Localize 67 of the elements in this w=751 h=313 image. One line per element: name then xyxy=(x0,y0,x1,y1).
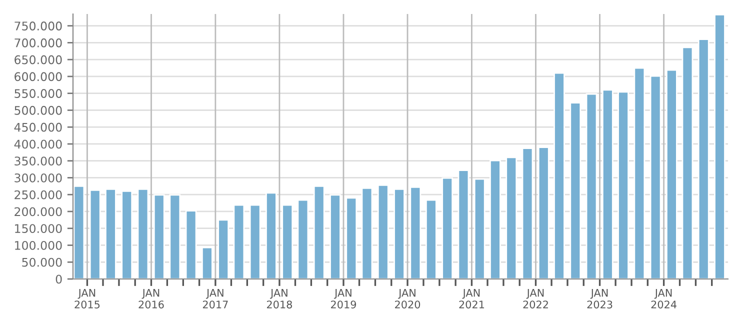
y-tick-label: 200.000 xyxy=(14,207,62,216)
x-tick-label: JAN 2022 xyxy=(523,289,548,308)
bar xyxy=(394,188,405,279)
bar xyxy=(714,14,726,279)
y-tick-label: 350.000 xyxy=(14,156,62,166)
bar xyxy=(185,210,197,279)
x-tick-label: JAN 2018 xyxy=(266,289,292,308)
bar xyxy=(554,72,565,279)
x-tick-label: JAN 2020 xyxy=(395,289,420,308)
x-tick-label: JAN 2017 xyxy=(202,289,228,308)
y-tick-label: 650.000 xyxy=(14,55,62,64)
bar xyxy=(377,184,389,279)
bar xyxy=(282,204,294,279)
bar xyxy=(330,194,341,279)
bar xyxy=(666,69,678,279)
bar xyxy=(233,204,245,279)
bar xyxy=(618,91,629,279)
bar xyxy=(137,188,149,279)
bar xyxy=(522,148,534,279)
x-tick-label: JAN 2016 xyxy=(138,289,164,308)
y-tick-label: 750.000 xyxy=(14,22,62,30)
bar xyxy=(89,190,101,279)
bar xyxy=(602,89,614,279)
y-tick-label: 400.000 xyxy=(14,140,62,149)
x-tick-label: JAN 2021 xyxy=(459,289,484,308)
y-tick-label: 150.000 xyxy=(15,224,62,234)
x-tick-label: JAN 2019 xyxy=(331,289,356,308)
bar xyxy=(506,156,518,279)
y-tick-label: 450.000 xyxy=(14,122,62,132)
x-tick-label: JAN 2015 xyxy=(74,289,100,308)
bar xyxy=(105,188,116,279)
bar xyxy=(538,146,550,279)
y-tick-label: 0 xyxy=(56,274,62,284)
bar xyxy=(169,194,181,279)
bar xyxy=(426,199,437,279)
bar xyxy=(634,67,646,279)
bar xyxy=(474,178,486,279)
y-tick-label: 300.000 xyxy=(14,173,62,182)
bar xyxy=(650,75,662,279)
bar xyxy=(297,199,309,279)
x-tick-label: JAN 2024 xyxy=(651,289,676,308)
bar xyxy=(570,102,582,279)
bar xyxy=(346,197,358,279)
bar xyxy=(266,192,277,279)
y-tick-label: 500.000 xyxy=(14,106,62,115)
bar xyxy=(202,246,213,279)
bar xyxy=(442,177,454,279)
y-tick-label: 50.000 xyxy=(22,258,62,267)
bar xyxy=(218,219,230,279)
bar xyxy=(249,204,261,279)
bar xyxy=(586,93,598,279)
bar xyxy=(313,185,325,279)
y-tick-label: 700.000 xyxy=(14,38,62,48)
x-tick-label: JAN 2023 xyxy=(587,289,612,308)
bar xyxy=(121,190,133,279)
bar xyxy=(153,194,165,279)
bar xyxy=(361,187,373,279)
bar xyxy=(458,170,470,279)
y-tick-label: 250.000 xyxy=(14,190,62,200)
bar xyxy=(410,186,422,279)
y-tick-label: 100.000 xyxy=(15,240,62,250)
y-tick-label: 550.000 xyxy=(14,89,62,98)
bar xyxy=(682,46,694,279)
y-tick-label: 600.000 xyxy=(14,72,62,82)
bar xyxy=(73,185,85,279)
bar xyxy=(490,160,501,279)
bar xyxy=(698,38,710,279)
